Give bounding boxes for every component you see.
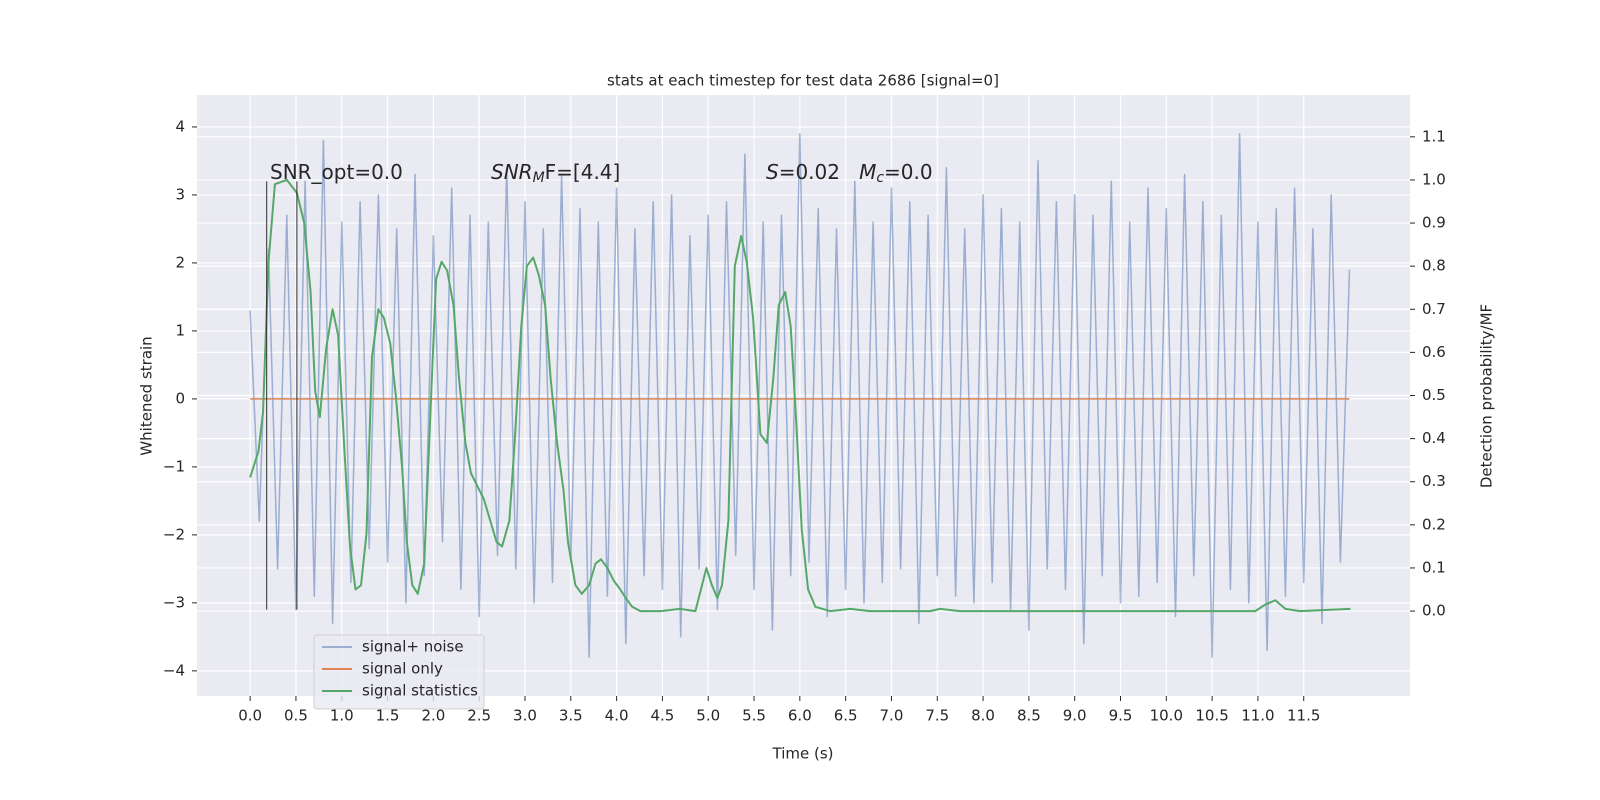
y2-tick-label: 0.7 — [1422, 300, 1446, 318]
x-tick-label: 6.0 — [788, 707, 812, 725]
x-tick-label: 2.0 — [421, 707, 445, 725]
annotation-run: SNR_opt=0.0 — [270, 160, 403, 184]
y2-axis-label: Detection probability/MF — [1478, 304, 1496, 488]
y2-tick-label: 0.6 — [1422, 343, 1446, 361]
y-tick-label: 4 — [175, 117, 185, 135]
annotation-run: M — [859, 160, 876, 184]
x-tick-label: 2.5 — [467, 707, 491, 725]
y2-tick-label: 0.3 — [1422, 472, 1446, 490]
y2-tick-label: 1.1 — [1422, 127, 1446, 145]
annotation-run: =0.02 — [779, 160, 859, 184]
x-tick-label: 5.0 — [696, 707, 720, 725]
legend-label: signal only — [362, 660, 443, 678]
y-tick-label: 0 — [175, 389, 185, 407]
y-tick-label: 1 — [175, 321, 185, 339]
y2-tick-label: 0.1 — [1422, 558, 1446, 576]
annotation-run: M — [533, 170, 545, 186]
x-tick-label: 7.0 — [880, 707, 904, 725]
x-tick-label: 4.0 — [605, 707, 629, 725]
y-tick-label: −3 — [163, 593, 185, 611]
legend-label: signal+ noise — [362, 638, 464, 656]
x-tick-label: 4.5 — [650, 707, 674, 725]
x-tick-label: 11.0 — [1241, 707, 1274, 725]
x-tick-label: 11.5 — [1287, 707, 1320, 725]
x-tick-label: 10.5 — [1195, 707, 1228, 725]
x-tick-label: 3.5 — [559, 707, 583, 725]
x-tick-label: 10.0 — [1150, 707, 1183, 725]
chart-title: stats at each timestep for test data 268… — [607, 72, 999, 90]
annotation: SNRMF=[4.4] — [491, 160, 620, 187]
x-tick-label: 0.5 — [284, 707, 308, 725]
y-tick-label: −2 — [163, 525, 185, 543]
annotation: S=0.02 Mc=0.0 — [766, 160, 933, 187]
x-axis-label: Time (s) — [772, 745, 834, 763]
x-tick-label: 5.5 — [742, 707, 766, 725]
annotation-run: c — [876, 170, 884, 186]
y-axis-label: Whitened strain — [138, 336, 156, 455]
series-line — [249, 133, 1351, 658]
x-tick-label: 7.5 — [925, 707, 949, 725]
x-tick-label: 9.0 — [1063, 707, 1087, 725]
y2-tick-label: 0.2 — [1422, 515, 1446, 533]
y2-tick-label: 1.0 — [1422, 170, 1446, 188]
y2-tick-label: 0.4 — [1422, 429, 1446, 447]
y-tick-label: 3 — [175, 185, 185, 203]
annotation: SNR_opt=0.0 — [270, 160, 403, 184]
x-tick-label: 9.5 — [1109, 707, 1133, 725]
y2-tick-label: 0.5 — [1422, 386, 1446, 404]
x-tick-label: 1.0 — [330, 707, 354, 725]
legend-box — [313, 634, 485, 710]
y2-tick-label: 0.0 — [1422, 602, 1446, 620]
y-tick-label: −1 — [163, 457, 185, 475]
x-tick-label: 8.0 — [971, 707, 995, 725]
annotation-run: SNR — [491, 160, 533, 184]
legend-label: signal statistics — [362, 682, 478, 700]
x-tick-label: 0.0 — [238, 707, 262, 725]
y2-tick-label: 0.8 — [1422, 257, 1446, 275]
y-tick-label: 2 — [175, 253, 185, 271]
y2-tick-label: 0.9 — [1422, 214, 1446, 232]
x-tick-label: 8.5 — [1017, 707, 1041, 725]
series-line — [249, 178, 1351, 613]
x-tick-label: 1.5 — [376, 707, 400, 725]
annotation-run: =0.0 — [884, 160, 933, 184]
annotation-run: F=[4.4] — [545, 160, 621, 184]
y-tick-label: −4 — [163, 661, 185, 679]
annotation-run: S — [766, 160, 779, 184]
x-tick-label: 3.0 — [513, 707, 537, 725]
x-tick-label: 6.5 — [834, 707, 858, 725]
